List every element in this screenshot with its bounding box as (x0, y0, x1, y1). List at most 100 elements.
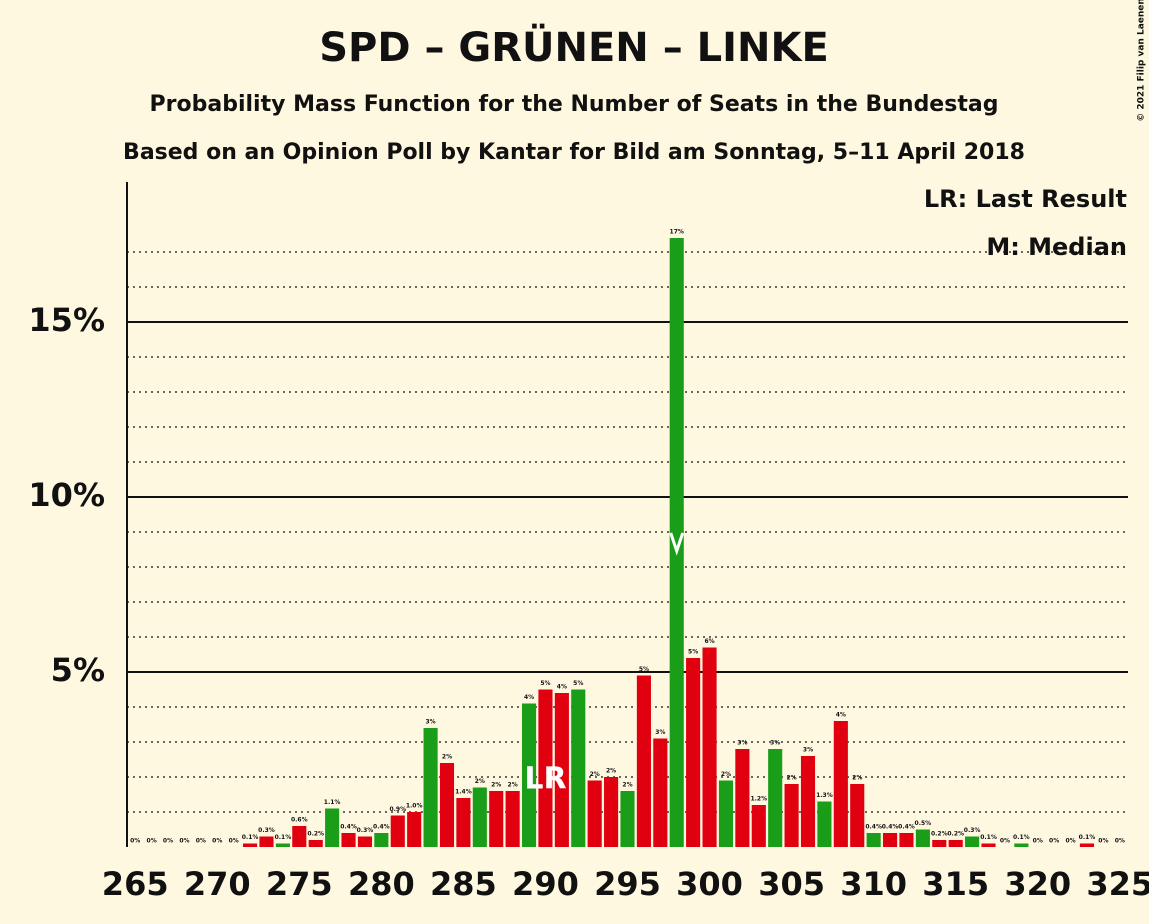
bar (1079, 843, 1095, 847)
value-label: 0.5% (915, 820, 932, 827)
bar (883, 833, 898, 847)
value-label: 1.4% (455, 789, 472, 796)
value-label: 3% (803, 747, 813, 754)
bar (489, 791, 504, 847)
y-tick-label: 15% (28, 301, 105, 339)
value-label: 0% (130, 838, 140, 845)
value-label: 0.9% (389, 806, 406, 813)
bar (932, 840, 947, 847)
x-tick-label: 275 (266, 865, 333, 903)
bar (653, 738, 668, 847)
bar (620, 791, 635, 847)
x-tick-label: 265 (102, 865, 169, 903)
x-tick-label: 310 (840, 865, 907, 903)
value-label: 1.1% (324, 799, 341, 806)
x-tick-label: 315 (922, 865, 989, 903)
value-label: 2% (491, 782, 501, 789)
value-label: 0% (1033, 838, 1043, 845)
chart-title: SPD – GRÜNEN – LINKE (319, 23, 829, 71)
value-label: 0.3% (258, 827, 275, 834)
value-label: 0% (163, 838, 173, 845)
value-label: 1.2% (750, 796, 767, 803)
value-label: 17% (670, 229, 684, 236)
bar (604, 777, 619, 847)
bar (357, 836, 372, 847)
value-label: 2% (508, 782, 518, 789)
bar (521, 703, 537, 847)
bar (735, 749, 750, 847)
bar (669, 238, 684, 847)
value-label: 0.4% (340, 824, 357, 831)
value-label: 6% (704, 638, 714, 645)
bar (850, 784, 865, 847)
value-label: 0.1% (242, 834, 259, 841)
x-tick-label: 325 (1086, 865, 1149, 903)
x-tick-label: 300 (676, 865, 743, 903)
value-label: 2% (852, 775, 862, 782)
value-label: 3% (655, 729, 665, 736)
bar (292, 826, 307, 847)
value-label: 2% (622, 782, 632, 789)
value-label: 0.4% (882, 824, 899, 831)
value-label: 0.1% (1013, 834, 1030, 841)
bar (571, 689, 586, 847)
value-label: 0.2% (307, 831, 324, 838)
chart-subtitle: Probability Mass Function for the Number… (150, 92, 999, 117)
bar (538, 689, 553, 847)
value-label: 0% (212, 838, 222, 845)
value-label: 0% (179, 838, 189, 845)
value-label: 5% (639, 666, 649, 673)
bar (439, 763, 455, 847)
value-label: 0.3% (357, 827, 374, 834)
bar (554, 693, 569, 847)
value-label: 0% (147, 838, 157, 845)
value-label: 1.0% (406, 803, 423, 810)
bar (686, 658, 701, 847)
chart-subtitle: Based on an Opinion Poll by Kantar for B… (123, 140, 1025, 165)
y-tick-label: 5% (51, 651, 105, 689)
value-label: 0% (1065, 838, 1075, 845)
bar (751, 805, 766, 847)
bar (817, 801, 832, 847)
value-label: 2% (475, 778, 485, 785)
x-tick-label: 320 (1004, 865, 1071, 903)
bar (866, 833, 881, 847)
x-tick-label: 270 (184, 865, 251, 903)
bar (784, 784, 799, 847)
bar (325, 808, 340, 847)
value-label: 2% (442, 754, 452, 761)
median-marker (669, 532, 685, 556)
x-tick-label: 295 (594, 865, 661, 903)
value-label: 0% (1000, 838, 1010, 845)
bar (505, 791, 520, 847)
value-label: 0.1% (1079, 834, 1096, 841)
value-label: 3% (770, 740, 780, 747)
bar (899, 833, 914, 847)
value-label: 0.4% (898, 824, 915, 831)
value-label: 0% (1049, 838, 1059, 845)
value-label: 0.2% (931, 831, 948, 838)
x-tick-label: 305 (758, 865, 825, 903)
value-label: 2% (721, 771, 731, 778)
value-label: 2% (590, 771, 600, 778)
bar (948, 840, 963, 847)
value-label: 5% (573, 680, 583, 687)
bar (259, 836, 274, 847)
bar (275, 843, 290, 847)
bar (587, 780, 602, 847)
value-label: 0.4% (865, 824, 882, 831)
bar (800, 756, 816, 847)
value-label: 0.1% (275, 834, 292, 841)
bar (243, 843, 258, 847)
y-tick-label: 10% (28, 476, 105, 514)
bar (308, 840, 323, 847)
value-label: 3% (425, 719, 435, 726)
bar (833, 721, 848, 847)
value-label: 2% (787, 775, 797, 782)
value-label: 0% (1115, 838, 1125, 845)
copyright: © 2021 Filip van Laenen (1137, 0, 1147, 122)
bar (423, 728, 438, 847)
bar (636, 675, 651, 847)
value-label: 4% (836, 712, 846, 719)
bar (407, 812, 422, 847)
